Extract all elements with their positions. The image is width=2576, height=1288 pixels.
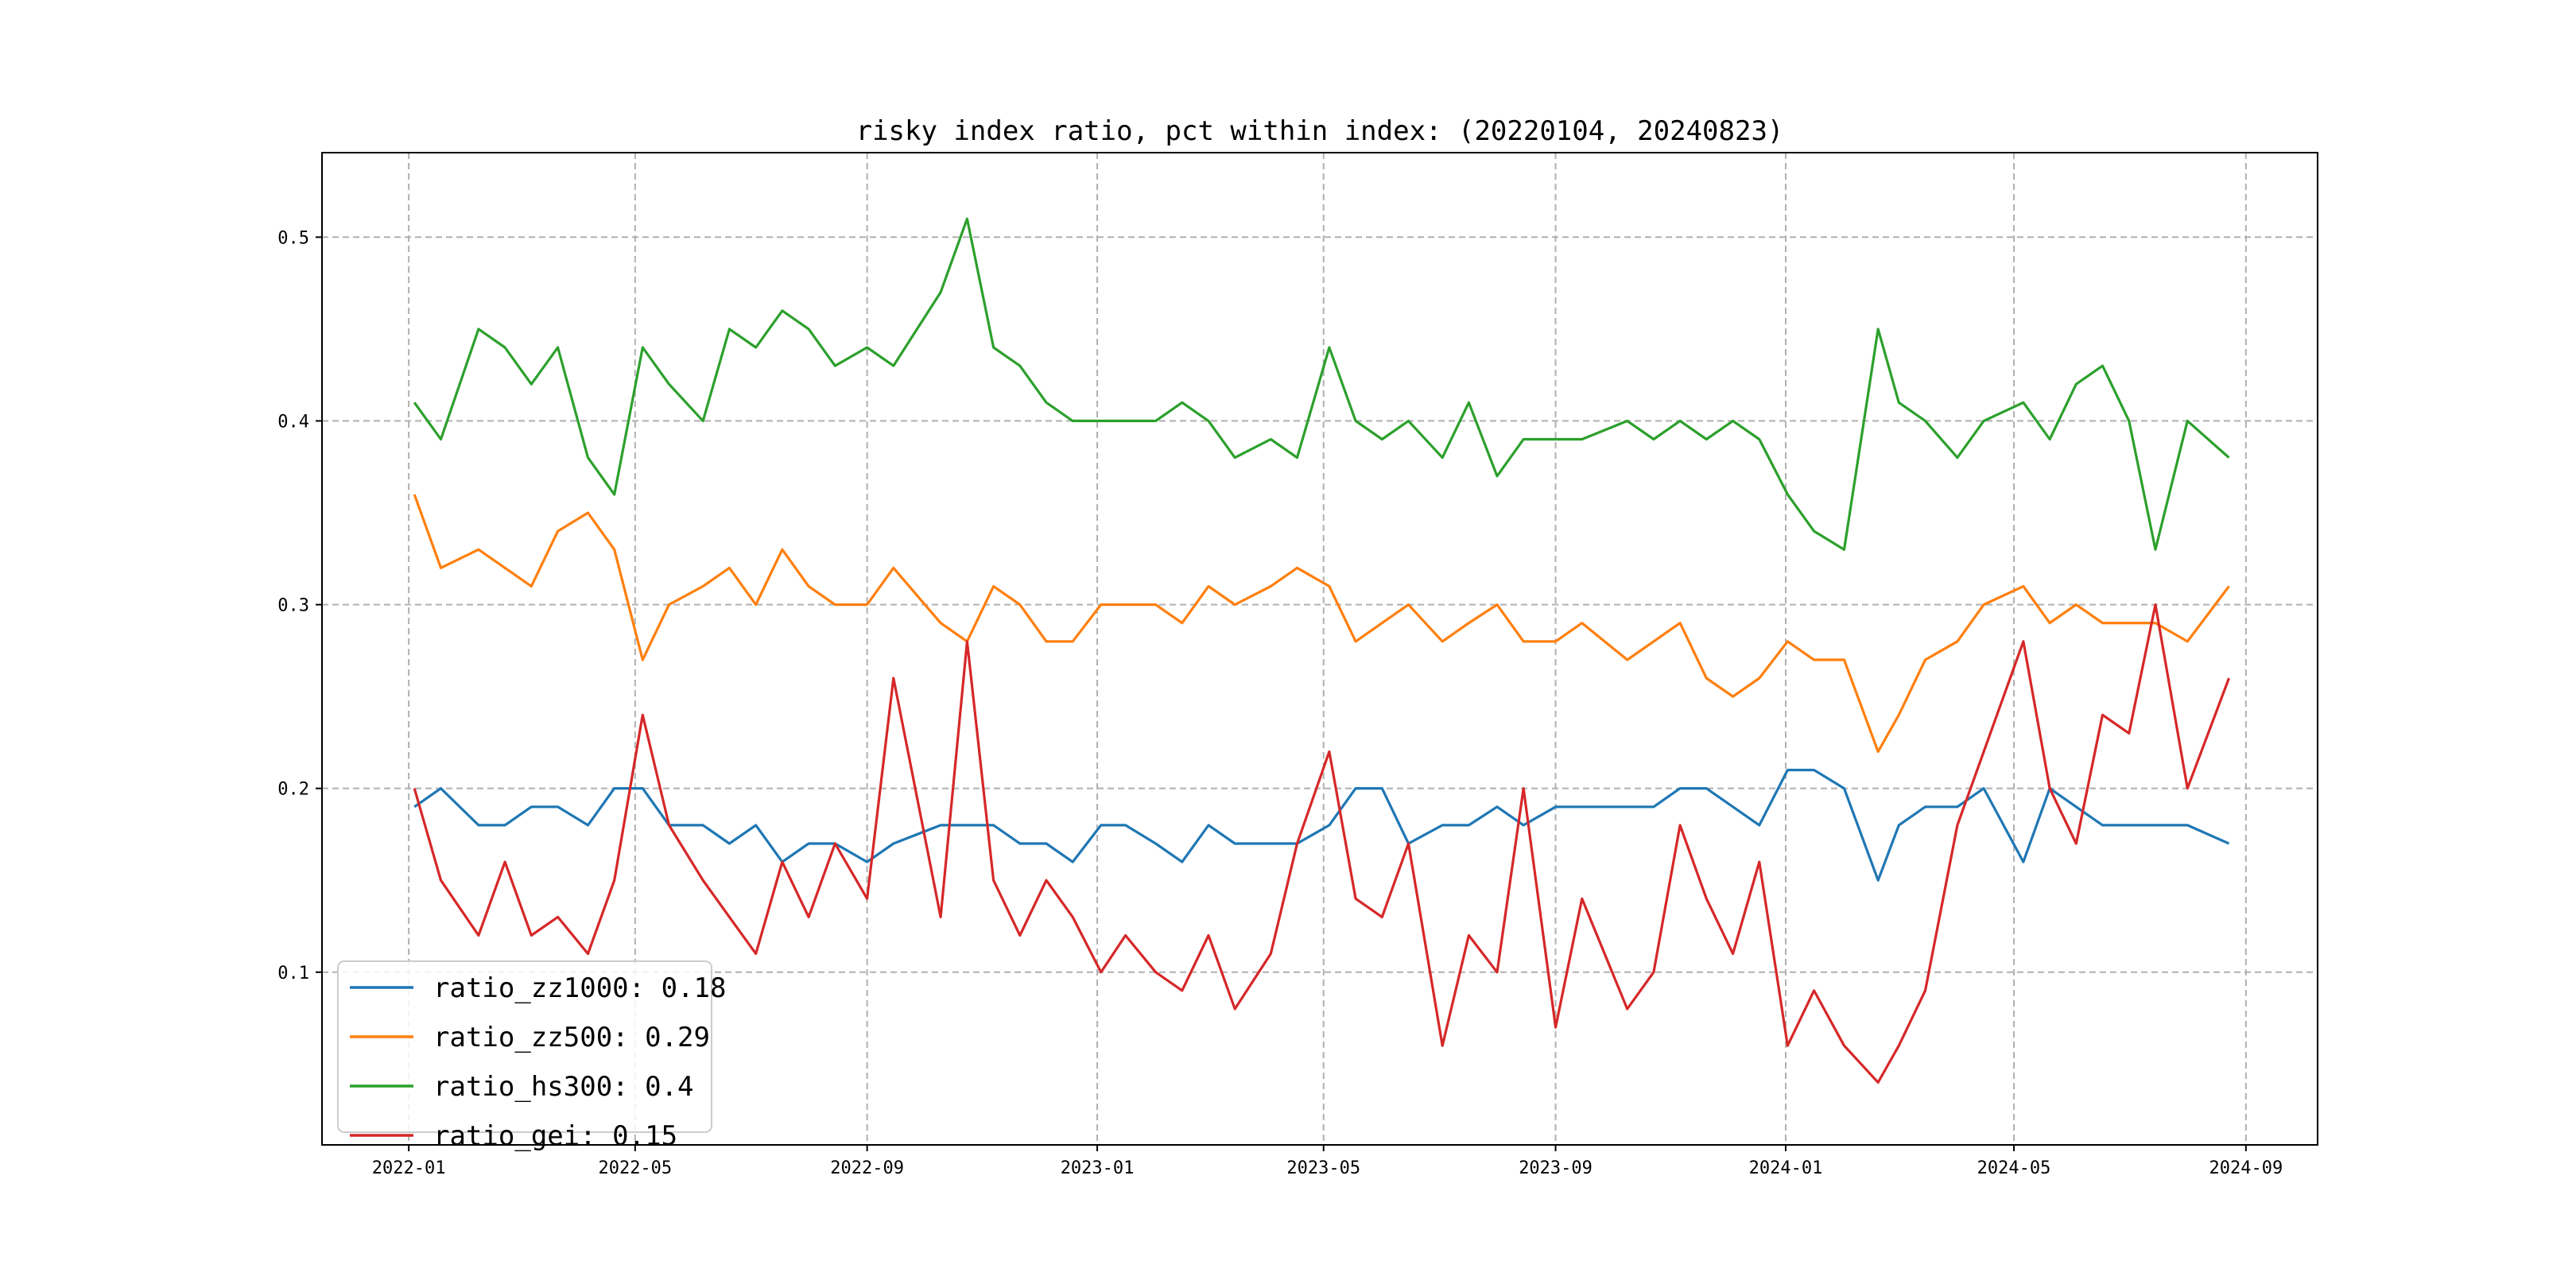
x-tick-label: 2024-01 [1749,1158,1823,1178]
y-tick-label: 0.2 [277,780,309,800]
y-tick-label: 0.5 [277,228,309,248]
y-tick-label: 0.4 [277,412,309,432]
legend-label: ratio_zz500: 0.29 [433,1022,710,1053]
legend-box [337,960,712,1133]
axes-frame [321,152,2318,1146]
legend-label: ratio_hs300: 0.4 [433,1071,694,1103]
series-line-ratio_hs300 [413,217,2230,551]
x-tick-label: 2023-01 [1061,1158,1135,1178]
x-tick-label: 2024-09 [2209,1158,2283,1178]
y-axis: 0.1 0.2 0.3 0.4 0.5 [277,228,322,983]
x-tick-label: 2022-01 [372,1158,446,1178]
series-line-ratio_gei [413,603,2230,1084]
x-tick-label: 2022-09 [830,1158,904,1178]
y-tick-label: 0.1 [277,964,309,983]
x-tick-label: 2023-09 [1519,1158,1593,1178]
y-tick-label: 0.3 [277,596,309,616]
chart-title: risky index ratio, pct within index: (20… [856,115,1784,147]
legend-label: ratio_zz1000: 0.18 [433,972,726,1004]
x-tick-label: 2023-05 [1286,1158,1360,1178]
legend: ratio_zz1000: 0.18 ratio_zz500: 0.29 ratio… [337,960,726,1152]
x-axis: 2022-01 2022-05 2022-09 2023-01 2023-05 2023-… [372,1145,2283,1178]
series-lines [413,217,2230,1084]
series-line-ratio_zz500 [413,494,2230,754]
legend-label: ratio_gei: 0.15 [433,1120,677,1152]
x-tick-label: 2024-05 [1977,1158,2051,1178]
series-line-ratio_zz1000 [413,768,2230,882]
grid [322,153,2318,1145]
x-tick-label: 2022-05 [598,1158,672,1178]
